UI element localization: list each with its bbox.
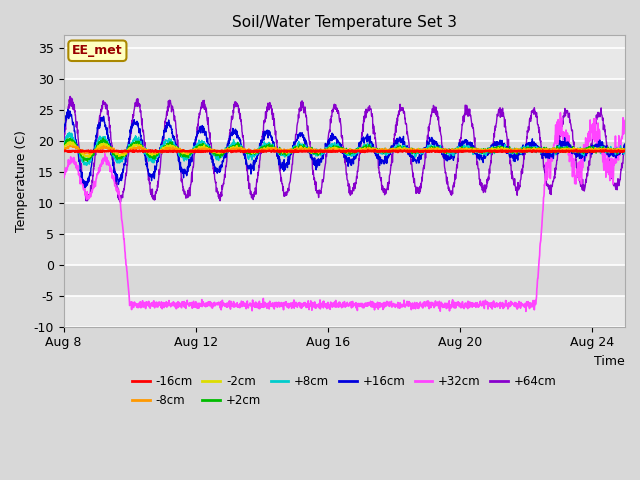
Title: Soil/Water Temperature Set 3: Soil/Water Temperature Set 3 xyxy=(232,15,457,30)
Bar xyxy=(63,109,625,141)
X-axis label: Time: Time xyxy=(595,355,625,368)
Bar xyxy=(63,141,625,172)
Bar xyxy=(63,48,625,79)
Bar xyxy=(63,264,625,296)
Legend: -16cm, -8cm, -2cm, +2cm, +8cm, +16cm, +32cm, +64cm: -16cm, -8cm, -2cm, +2cm, +8cm, +16cm, +3… xyxy=(127,370,561,412)
Text: EE_met: EE_met xyxy=(72,44,123,57)
Y-axis label: Temperature (C): Temperature (C) xyxy=(15,130,28,232)
Bar xyxy=(63,234,625,264)
Bar xyxy=(63,203,625,234)
Bar xyxy=(63,172,625,203)
Bar xyxy=(63,79,625,109)
Bar xyxy=(63,296,625,326)
